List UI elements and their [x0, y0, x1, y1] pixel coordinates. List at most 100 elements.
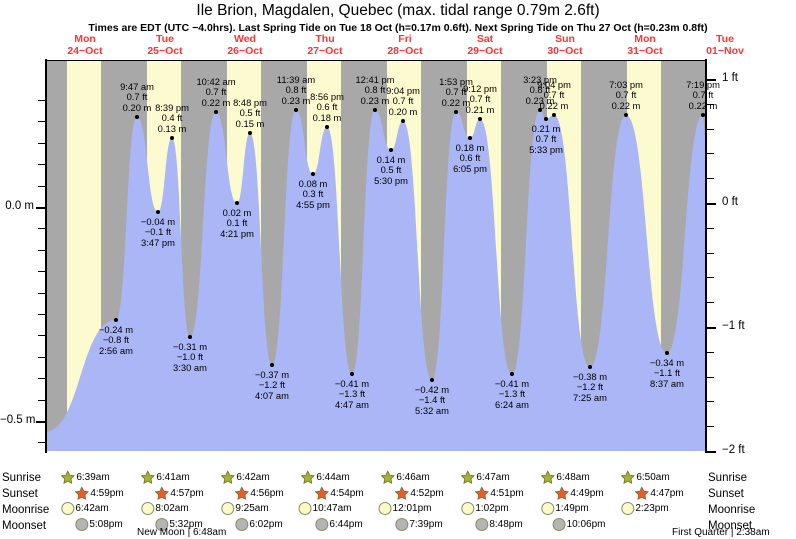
tide-extreme-label-18: 0.18 m 0.6 ft 6:05 pm	[453, 142, 487, 174]
sunrise-star-icon	[380, 470, 395, 485]
tide-label-line: 0.21 m	[465, 103, 495, 115]
tide-extreme-label-10: 0.08 m 0.3 ft 4:55 pm	[296, 178, 330, 210]
y-tick-left	[38, 442, 45, 444]
sunset-time: 4:57pm	[170, 488, 204, 499]
tide-extreme-dot	[270, 363, 274, 367]
sunrise-time: 6:42am	[236, 472, 270, 483]
tide-label-line: 8:37 am	[650, 377, 684, 389]
sunset-star-icon	[554, 486, 569, 501]
tide-label-line: 4:47 am	[335, 398, 369, 410]
sunset-time: 4:47pm	[650, 488, 684, 499]
tide-label-line: −0.1 ft	[144, 226, 172, 238]
tide-extreme-dot	[135, 115, 139, 119]
tide-label-line: 12:41 pm	[355, 74, 395, 85]
moonset-time: 6:02pm	[249, 519, 283, 530]
tide-label-line: 6:05 pm	[453, 162, 487, 174]
tide-extreme-dot	[401, 119, 405, 123]
tide-label-line: −0.42 m	[414, 384, 450, 395]
tide-extreme-label-22: 0.21 m 0.7 ft 5:33 pm	[529, 123, 563, 155]
tide-label-line: 0.08 m	[298, 178, 328, 189]
tide-label-line: 6:24 am	[495, 398, 529, 410]
tide-label-line: 5:30 pm	[374, 174, 408, 186]
day-header-3: Thu 27−Oct	[285, 33, 365, 57]
day-date: 30−Oct	[547, 45, 583, 57]
tide-extreme-dot	[373, 108, 377, 112]
y-axis-label-right: 1 ft	[722, 72, 738, 84]
tide-label-line: 0.5 ft	[380, 164, 402, 176]
tide-label-line: 0.23 m	[525, 94, 555, 106]
y-tick-left	[38, 249, 45, 251]
tide-extreme-dot	[624, 113, 628, 117]
y-tick-left	[38, 271, 45, 273]
sunset-row-label-right: Sunset	[708, 488, 744, 500]
tide-extreme-label-7: 8:48 pm 0.5 ft 0.15 m	[233, 97, 267, 129]
tide-extreme-label-21: 3:23 pm 0.8 ft 0.23 m	[523, 74, 557, 106]
tide-extreme-dot	[468, 136, 472, 140]
tide-label-line: 0.22 m	[539, 99, 569, 111]
tide-label-line: −1.1 ft	[653, 367, 681, 379]
tide-label-line: 0.7 ft	[535, 133, 557, 145]
tide-label-line: 0.7 ft	[692, 89, 714, 101]
sunrise-row-label-left: Sunrise	[2, 472, 41, 484]
tide-label-line: 3:30 am	[173, 361, 207, 373]
day-of-week: Mon	[634, 33, 656, 45]
tide-label-line: 0.23 m	[281, 94, 311, 106]
y-tick-left	[38, 378, 45, 380]
sunset-star-icon	[634, 486, 649, 501]
tide-extreme-label-6: 0.02 m 0.1 ft 4:21 pm	[220, 207, 254, 239]
moonset-event-4: 7:39pm	[395, 518, 443, 531]
sunset-star-icon	[154, 486, 169, 501]
moon-phase-note-1: First Quarter | 2:38am	[672, 527, 770, 538]
moonset-time: 5:32pm	[169, 519, 203, 530]
tide-label-line: 7:19 pm	[686, 79, 720, 90]
moonrise-disc-icon	[298, 502, 312, 515]
tide-extreme-label-15: 9:04 pm 0.7 ft 0.20 m	[386, 85, 420, 117]
tide-label-line: 9:04 pm	[386, 85, 420, 96]
day-of-week: Sun	[555, 33, 575, 45]
y-tick-left	[38, 121, 45, 123]
tide-extreme-label-20: −0.41 m −1.3 ft 6:24 am	[495, 378, 529, 410]
tide-label-line: 11:39 am	[276, 74, 316, 85]
sunset-row-label-left: Sunset	[2, 488, 38, 500]
tide-label-line: 5:33 pm	[529, 143, 563, 155]
tide-extreme-dot	[311, 172, 315, 176]
tide-label-line: 9:47 am	[120, 81, 154, 92]
sunrise-event-5: 6:47am	[460, 470, 510, 485]
sunrise-row-label-right: Sunrise	[708, 472, 747, 484]
tide-label-line: 5:32 am	[415, 404, 449, 416]
y-tick-left	[38, 164, 45, 166]
sunset-event-5: 4:51pm	[474, 486, 524, 501]
tide-label-line: 2:56 am	[99, 344, 133, 356]
sunrise-time: 6:46am	[396, 472, 430, 483]
day-date: 27−Oct	[307, 45, 343, 57]
day-header-0: Mon 24−Oct	[45, 33, 125, 57]
y-tick-left	[38, 228, 45, 230]
day-header-4: Fri 28−Oct	[365, 33, 445, 57]
moonrise-event-2: 9:25am	[221, 502, 269, 515]
y-tick-left	[38, 185, 45, 187]
sunset-star-icon	[474, 486, 489, 501]
tide-label-line: −0.38 m	[572, 371, 608, 382]
moonrise-time: 6:42am	[75, 503, 109, 514]
tide-extreme-dot	[235, 201, 239, 205]
tide-label-line: −1.2 ft	[258, 379, 286, 391]
day-date: 31−Oct	[627, 45, 663, 57]
sunrise-star-icon	[620, 470, 635, 485]
moonrise-time: 2:23pm	[635, 503, 669, 514]
y-axis-label-right: 0 ft	[722, 196, 738, 208]
sunset-event-3: 4:54pm	[314, 486, 364, 501]
tide-extreme-dot	[350, 372, 354, 376]
sunrise-event-0: 6:39am	[60, 470, 110, 485]
y-tick-left	[38, 100, 45, 101]
sunset-star-icon	[314, 486, 329, 501]
sunrise-star-icon	[60, 470, 75, 485]
moonrise-disc-icon	[221, 502, 235, 515]
sunrise-star-icon	[140, 470, 155, 485]
tide-extreme-dot	[538, 108, 542, 112]
sunset-event-6: 4:49pm	[554, 486, 604, 501]
tide-extreme-label-24: −0.38 m −1.2 ft 7:25 am	[572, 371, 608, 403]
tide-extreme-dot	[510, 372, 514, 376]
day-header-7: Mon 31−Oct	[605, 33, 685, 57]
moonrise-event-0: 6:42am	[61, 502, 109, 515]
tide-label-line: 0.6 ft	[316, 101, 338, 113]
